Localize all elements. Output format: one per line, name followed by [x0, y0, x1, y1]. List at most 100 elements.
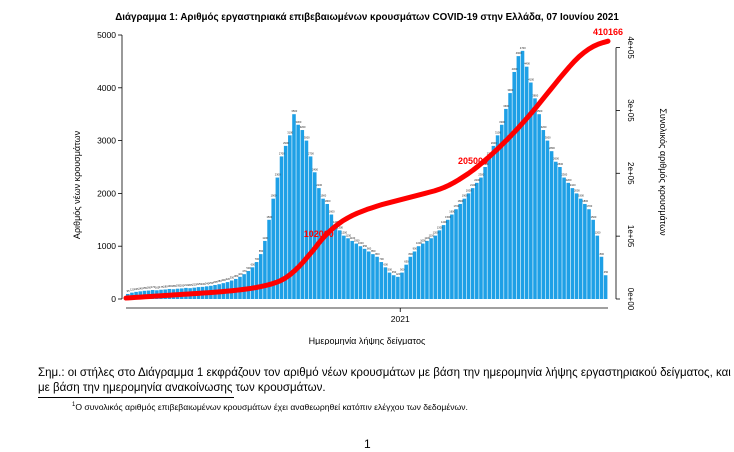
bar-label: 850: [371, 249, 376, 253]
bar-label: 420: [396, 272, 401, 276]
bar-label: 2100: [316, 183, 322, 187]
bar-label: 2100: [470, 183, 476, 187]
line-annotation: 205000: [458, 156, 488, 166]
bar-label: 1300: [437, 225, 443, 229]
bar: [304, 140, 309, 299]
bar-label: 95: [127, 289, 130, 293]
bar: [354, 243, 359, 299]
bar: [296, 124, 300, 299]
bar-label: 1800: [458, 199, 464, 203]
bar: [520, 50, 525, 300]
bar-label: 3900: [507, 88, 513, 92]
bar-label: 1400: [441, 220, 447, 224]
bar-label: 265: [213, 280, 218, 284]
bar: [487, 156, 492, 299]
footnote-rule: [38, 397, 234, 398]
bar-label: 500: [388, 268, 393, 272]
bar: [267, 219, 271, 299]
bar: [288, 135, 292, 299]
bar: [292, 114, 296, 299]
bar-label: 1150: [429, 233, 435, 237]
bar: [574, 193, 579, 299]
bar: [387, 272, 392, 299]
note-line-2: με βάση την ημερομηνία ανακοίνωσης των κ…: [38, 382, 326, 394]
bar: [583, 203, 587, 299]
bar-label: 850: [259, 249, 264, 253]
bar: [595, 235, 600, 299]
bar: [512, 71, 516, 300]
bar-label: 420: [238, 272, 243, 276]
bar-label: 700: [255, 257, 260, 261]
bar-label: 205: [188, 283, 193, 287]
bar-label: 300: [221, 278, 226, 282]
bar: [279, 156, 284, 299]
bar-label: 165: [155, 285, 160, 289]
bar-label: 4300: [512, 67, 518, 71]
bar-label: 4100: [528, 78, 534, 82]
bar-label: 2300: [275, 173, 281, 177]
bar: [242, 274, 246, 299]
bar-label: 1700: [453, 204, 459, 208]
bar: [337, 230, 342, 299]
bar-label: 1900: [271, 194, 277, 198]
footnote-mark: 1: [72, 402, 76, 409]
bar: [566, 182, 571, 299]
bar-label: 530: [246, 266, 251, 270]
bar: [537, 114, 541, 299]
bar-label: 240: [205, 281, 210, 285]
bar-label: 1600: [329, 210, 335, 214]
bar-label: 1400: [333, 220, 339, 224]
bar: [391, 275, 396, 299]
bar: [549, 151, 554, 299]
bar-label: 700: [379, 257, 384, 261]
bar-label: 1050: [420, 239, 426, 243]
bar-label: 1800: [325, 199, 331, 203]
bar-label: 1500: [445, 215, 451, 219]
bar-label: 4400: [524, 62, 530, 66]
bar-label: 175: [159, 285, 164, 289]
y-left-label: Αριθμός νέων κρουσμάτων: [72, 130, 82, 239]
y-right-label: Συνολικός αριθμός κρουσμάτων: [658, 108, 668, 236]
bar: [475, 182, 479, 299]
bar-label: 2300: [561, 173, 567, 177]
bar-label: 250: [209, 281, 214, 285]
bar-label: 3600: [503, 104, 509, 108]
bar-label: 2500: [483, 162, 489, 166]
bar: [454, 209, 458, 299]
bar: [433, 235, 438, 299]
bar: [562, 177, 566, 299]
bar: [508, 93, 512, 299]
bar-label: 2700: [308, 151, 314, 155]
bar-label: 3500: [537, 109, 543, 113]
bar: [599, 256, 604, 299]
bar-label: 450: [392, 270, 397, 274]
bar: [416, 246, 421, 299]
bar: [283, 145, 288, 299]
bar-label: 195: [176, 284, 181, 288]
bar: [250, 267, 255, 299]
bar-label: 160: [147, 286, 152, 290]
bar: [321, 198, 325, 299]
note-line-1: Σημ.: οι στήλες στο Διάγραμμα 1 εκφράζου…: [38, 367, 734, 379]
bar-label: 4600: [516, 51, 522, 55]
footnote-text: Ο συνολικός αριθμός επιβεβαιωμένων κρουσ…: [75, 402, 468, 412]
bar: [333, 225, 338, 299]
bar: [396, 276, 400, 299]
bar-label: 500: [400, 268, 405, 272]
right-tick-label: 2e+05: [626, 162, 635, 185]
chart-title: Διάγραμμα 1: Αριθμός εργαστηριακά επιβεβ…: [115, 12, 619, 23]
bar: [308, 156, 313, 299]
bar: [412, 251, 417, 299]
line-annotations: 410166 205000 102000: [304, 27, 623, 239]
bar: [421, 243, 425, 299]
bar-label: 1200: [595, 231, 601, 235]
bar-label: 145: [138, 286, 143, 290]
bar-label: 1500: [266, 215, 272, 219]
bar-label: 3300: [296, 120, 302, 124]
bar: [408, 256, 413, 299]
bar-label: 180: [163, 285, 168, 289]
bar: [263, 240, 267, 299]
bar-label: 3300: [499, 120, 505, 124]
footnote: 1Ο συνολικός αριθμός επιβεβαιωμένων κρου…: [72, 402, 468, 412]
bar-label: 2000: [466, 188, 472, 192]
